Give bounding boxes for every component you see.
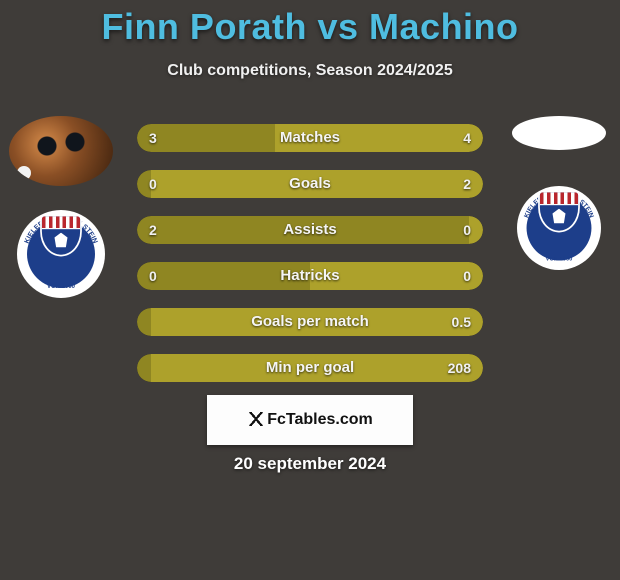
- stat-row: 208Min per goal: [137, 354, 483, 382]
- stat-bar-right: [310, 262, 483, 290]
- subtitle: Club competitions, Season 2024/2025: [0, 62, 620, 80]
- stat-bar-right: [469, 216, 483, 244]
- svg-text:VON 1900: VON 1900: [47, 284, 76, 290]
- stat-row: 0.5Goals per match: [137, 308, 483, 336]
- stat-bar-left: [137, 354, 151, 382]
- svg-text:VON 1900: VON 1900: [546, 256, 573, 262]
- stat-bar-left: [137, 216, 469, 244]
- player2-club-badge: KIELER · S.V. · HOLSTEIN VON 1900: [517, 186, 601, 270]
- stat-bar-left: [137, 308, 151, 336]
- player1-club-badge: KIELER · S.V. · HOLSTEIN VON 1900: [17, 210, 105, 298]
- site-name: FcTables.com: [267, 411, 373, 428]
- stat-bar-right: [275, 124, 483, 152]
- stats-bars: 34Matches 02Goals 20Assists 00Hatricks 0.5Go…: [137, 124, 483, 400]
- right-avatars: KIELER · S.V. · HOLSTEIN VON 1900: [504, 116, 614, 270]
- fctables-logo-icon: [247, 412, 265, 426]
- stat-bar-right: [151, 308, 483, 336]
- page-title: Finn Porath vs Machino: [0, 0, 620, 48]
- stat-bar-right: [151, 170, 483, 198]
- vs-text: vs: [317, 6, 358, 47]
- stat-bar-left: [137, 262, 310, 290]
- player1-name: Finn Porath: [101, 6, 307, 47]
- stat-bar-left: [137, 170, 151, 198]
- stat-bar-right: [151, 354, 483, 382]
- player2-name: Machino: [369, 6, 519, 47]
- stat-row: 20Assists: [137, 216, 483, 244]
- stat-bar-left: [137, 124, 275, 152]
- stat-row: 34Matches: [137, 124, 483, 152]
- player2-photo: [512, 116, 606, 150]
- stat-row: 00Hatricks: [137, 262, 483, 290]
- left-avatars: KIELER · S.V. · HOLSTEIN VON 1900: [6, 116, 116, 298]
- site-attribution: FcTables.com: [207, 395, 413, 445]
- date-text: 20 september 2024: [0, 454, 620, 474]
- player1-photo: [9, 116, 113, 186]
- stat-row: 02Goals: [137, 170, 483, 198]
